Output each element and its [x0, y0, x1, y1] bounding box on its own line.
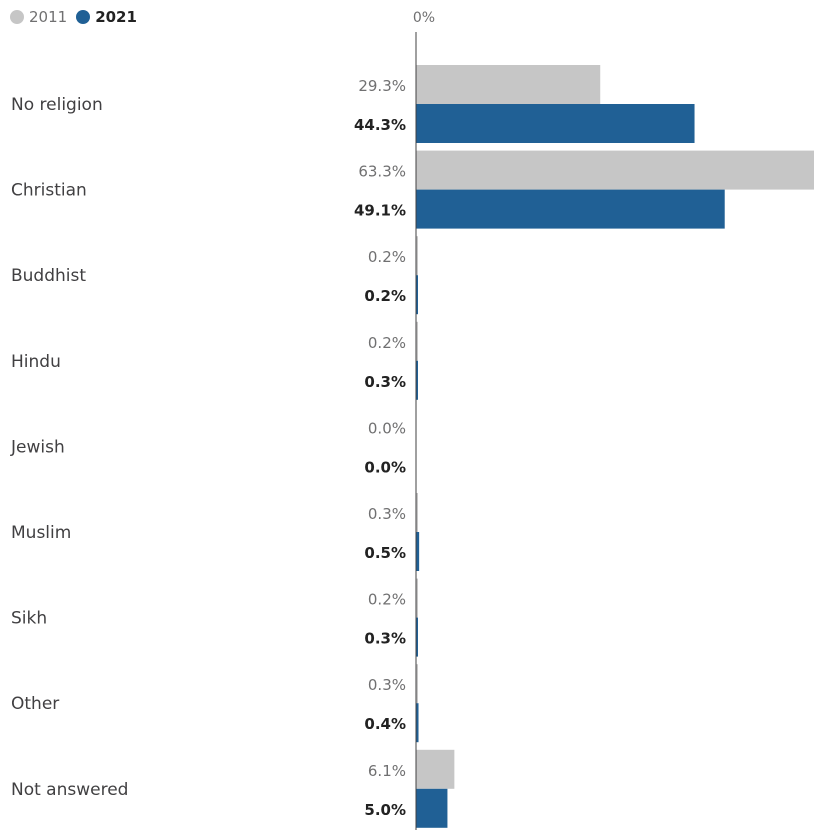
data-label-2011: 29.3% [358, 77, 406, 95]
bar-2021 [416, 703, 419, 743]
data-label-2021: 49.1% [354, 202, 406, 220]
category-label: No religion [11, 95, 103, 115]
bar-2021 [416, 360, 418, 400]
legend-label-2011: 2011 [29, 8, 68, 26]
data-label-2021: 44.3% [354, 116, 406, 134]
bar-2011 [416, 150, 814, 190]
bar-2021 [416, 617, 418, 657]
bar-2011 [416, 236, 418, 276]
category-label: Buddhist [11, 266, 86, 286]
category-label: Jewish [10, 437, 65, 457]
legend-swatch-2011 [10, 10, 24, 24]
legend-item-2011: 2011 [10, 8, 67, 26]
data-label-2011: 0.2% [368, 248, 406, 266]
data-label-2021: 0.2% [364, 287, 406, 305]
data-label-2021: 0.0% [364, 458, 406, 476]
bar-2011 [416, 578, 418, 618]
category-label: Muslim [11, 523, 71, 543]
category-label: Christian [11, 181, 87, 201]
data-label-2011: 0.3% [368, 505, 406, 523]
bar-2011 [416, 493, 418, 532]
bar-2021 [416, 104, 695, 143]
legend-label-2021: 2021 [95, 8, 137, 26]
legend-item-2021: 2021 [76, 8, 137, 26]
data-label-2021: 0.5% [364, 544, 406, 562]
data-label-2021: 0.3% [364, 373, 406, 391]
data-label-2011: 0.3% [368, 676, 406, 694]
bar-2011 [416, 65, 601, 104]
bar-2011 [416, 321, 418, 361]
data-label-2011: 0.0% [368, 419, 406, 437]
bar-2021 [416, 788, 448, 828]
data-label-2021: 5.0% [364, 801, 406, 819]
category-label: Other [11, 694, 59, 714]
data-label-2011: 6.1% [368, 762, 406, 780]
bar-2021 [416, 532, 420, 571]
data-label-2011: 0.2% [368, 591, 406, 609]
data-label-2011: 0.2% [368, 334, 406, 352]
data-label-2011: 63.3% [358, 163, 406, 181]
data-label-2021: 0.4% [364, 715, 406, 733]
legend-swatch-2021 [76, 10, 91, 24]
data-label-2021: 0.3% [364, 630, 406, 648]
legend: 2011 2021 [10, 6, 146, 28]
bar-2021 [416, 189, 725, 229]
category-label: Hindu [11, 352, 61, 372]
bar-2021 [416, 275, 418, 315]
category-label: Sikh [11, 609, 47, 629]
category-label: Not answered [11, 780, 128, 800]
bar-2011 [416, 664, 418, 704]
x-axis-tick-label: 0% [413, 10, 435, 26]
bar-2011 [416, 749, 455, 789]
